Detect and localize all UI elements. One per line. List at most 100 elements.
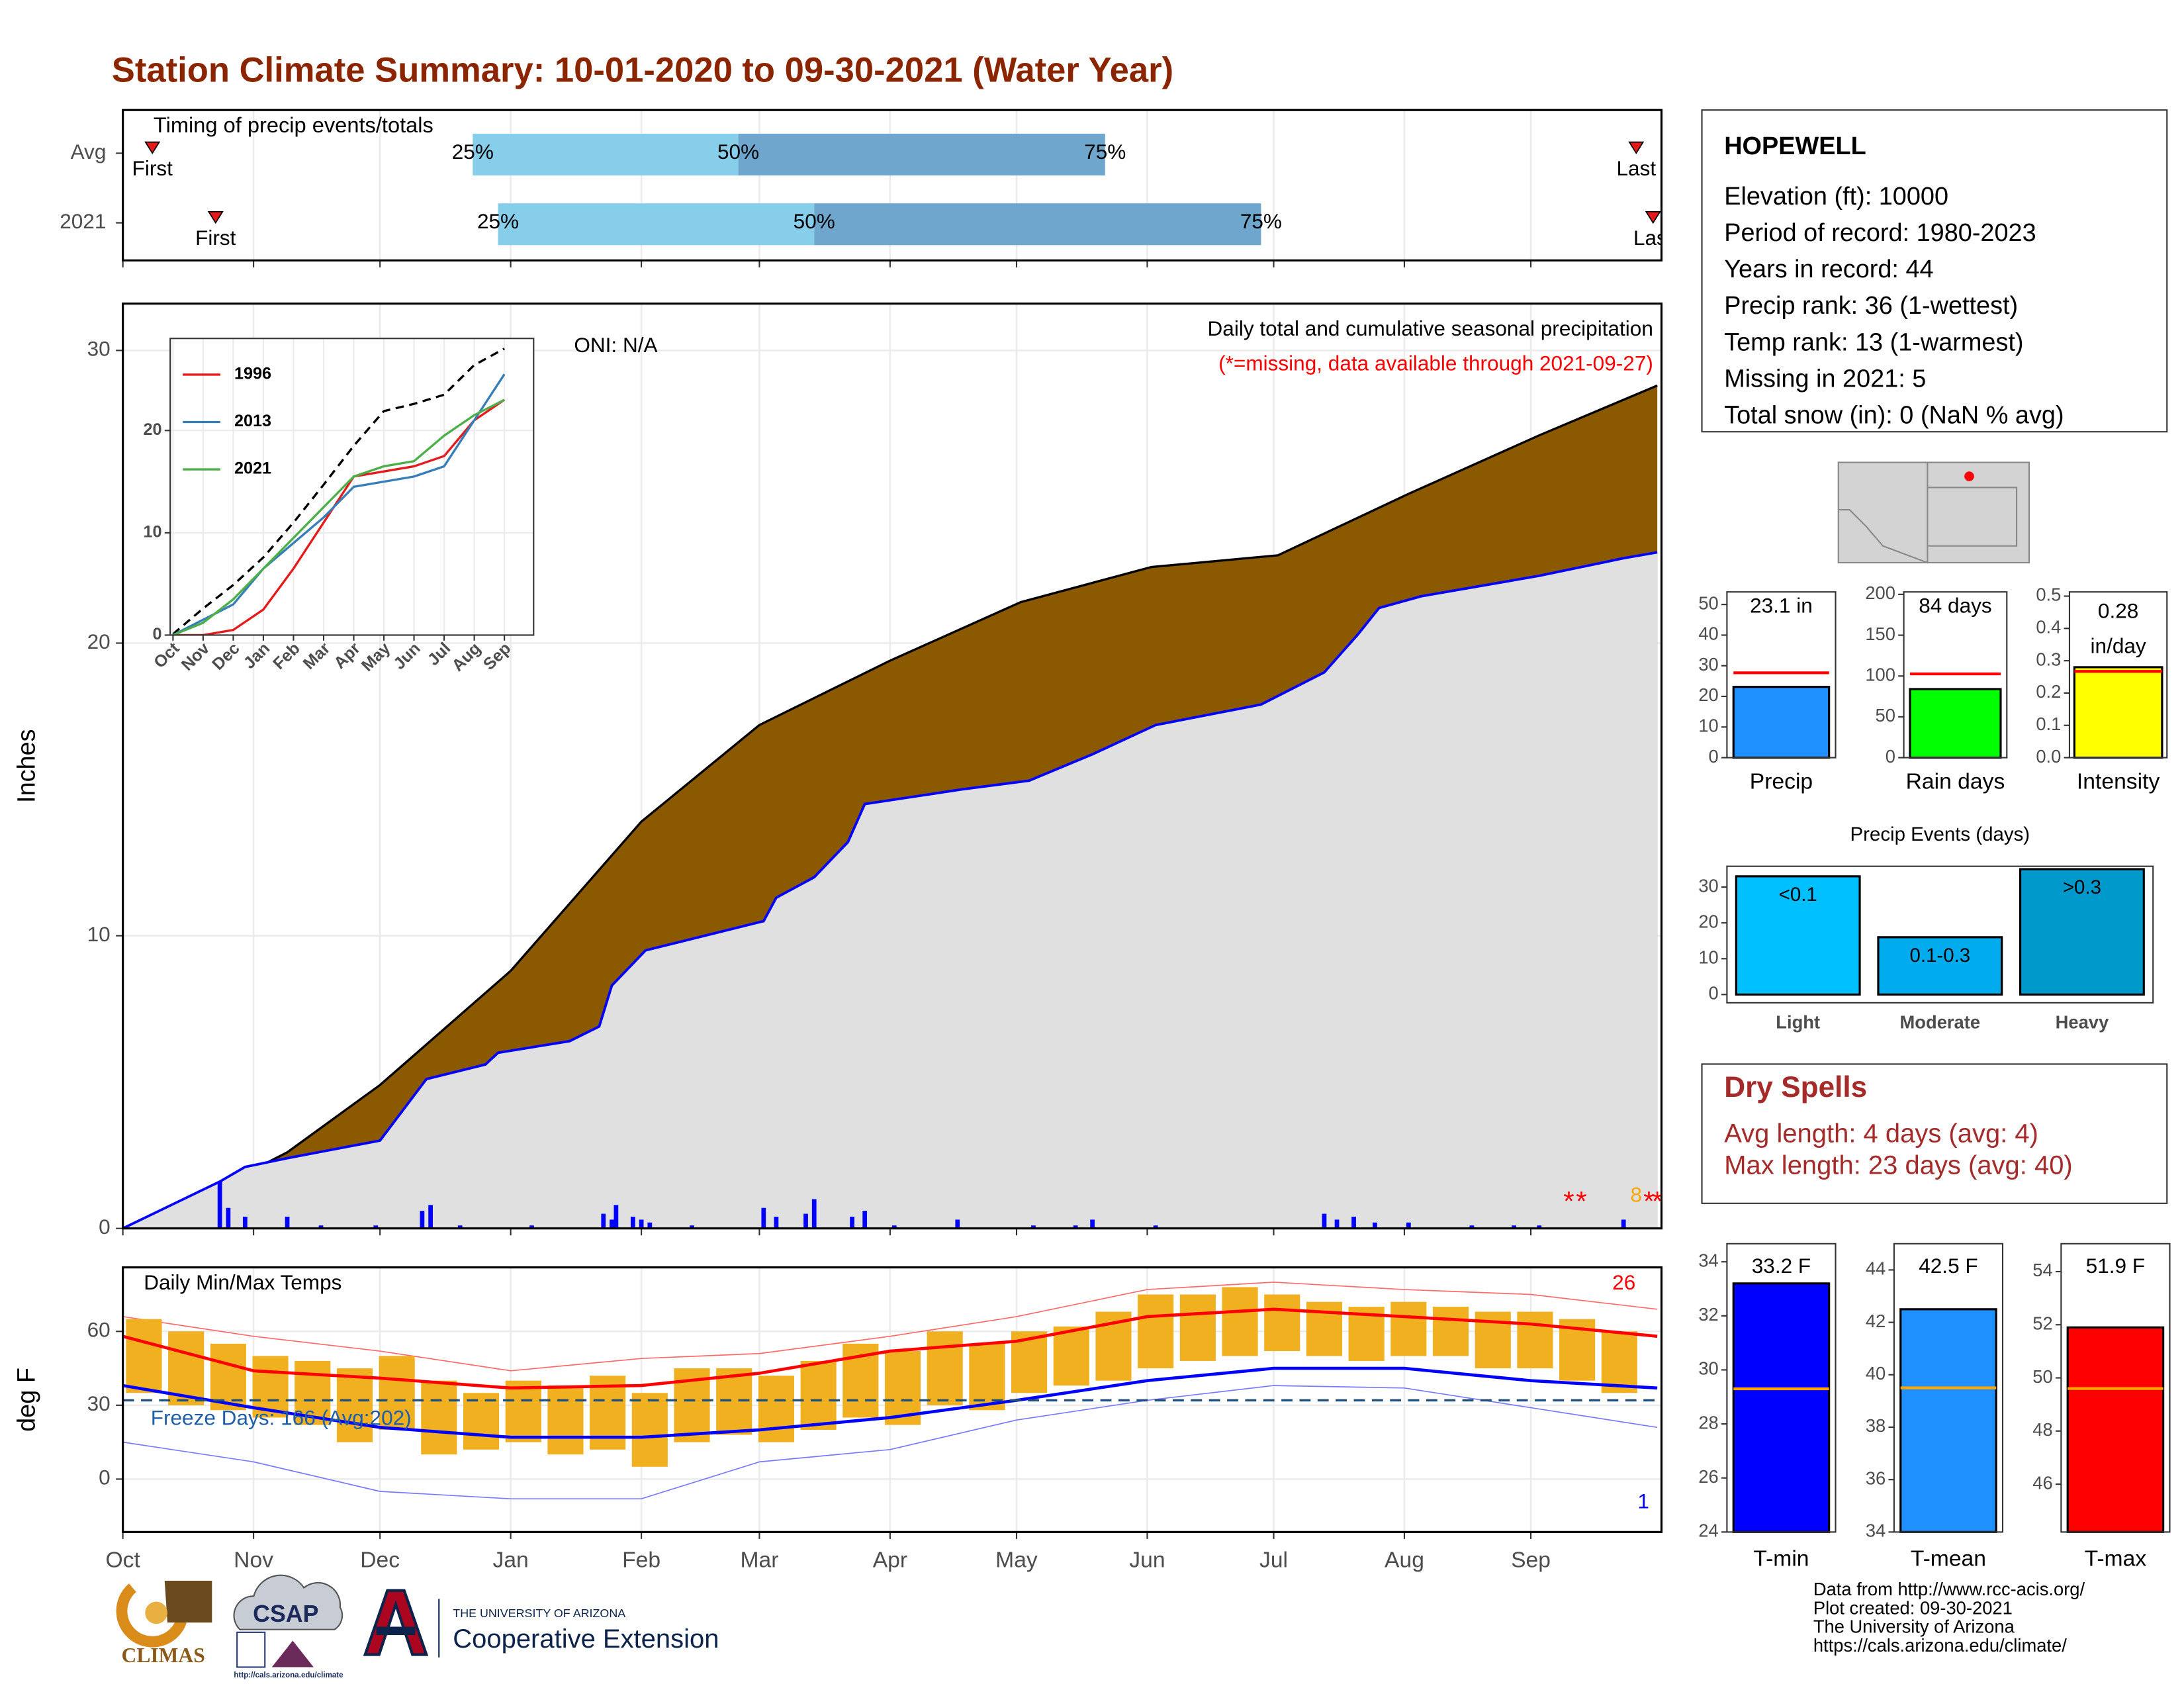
footer-line: The University of Arizona <box>1813 1617 2015 1637</box>
panel-title: Precip Events (days) <box>1850 823 2030 845</box>
x-tick-label: Nov <box>234 1548 273 1572</box>
daily-precip-bar <box>1322 1213 1327 1229</box>
x-tick-label: Apr <box>873 1548 907 1572</box>
category-label: Moderate <box>1900 1012 1981 1033</box>
daily-precip-bar <box>226 1207 231 1229</box>
daily-precip-bar <box>1621 1219 1626 1229</box>
daily-precip-bar <box>1512 1225 1516 1229</box>
temp-title: Daily Min/Max Temps <box>144 1270 341 1294</box>
station-line: Years in record: 44 <box>1724 256 1933 283</box>
series-line <box>172 373 506 635</box>
category-label: T-min <box>1753 1546 1809 1571</box>
x-tick-label: Oct <box>105 1548 140 1572</box>
temp-plot <box>122 1267 1662 1532</box>
station-line: Period of record: 1980-2023 <box>1724 219 2036 247</box>
y-tick-label: 0 <box>1709 746 1719 767</box>
timing-plot: 25% 50% 75% First Last 25% 50% 75% First Last <box>122 110 1662 261</box>
y-tick-label: 46 <box>2032 1472 2052 1493</box>
daily-range-bar <box>716 1368 752 1435</box>
category-label: Heavy <box>2056 1012 2109 1033</box>
y-tick-label: 36 <box>1866 1468 1886 1488</box>
value-label: 33.2 F <box>1752 1254 1811 1278</box>
bar <box>1732 686 1831 759</box>
cumulative-area <box>122 552 1658 1229</box>
y-tick-label: 10 <box>1698 715 1718 735</box>
dry-spells-title: Dry Spells <box>1724 1071 1867 1103</box>
x-tick-label: Dec <box>360 1548 400 1572</box>
plot-frame <box>122 109 1663 262</box>
x-tick-label: May <box>995 1548 1038 1572</box>
daily-precip-bar <box>601 1213 606 1229</box>
value-label: >0.3 <box>2063 876 2101 898</box>
y-tick-label: 0 <box>99 1215 111 1239</box>
daily-precip-bar <box>1334 1219 1340 1229</box>
bar <box>2073 666 2163 759</box>
panel-frame <box>1726 591 1837 759</box>
y-tick-label: 0 <box>1886 746 1895 767</box>
panel-frame <box>2060 1243 2171 1533</box>
daily-precip-bar <box>428 1205 433 1229</box>
y-tick-label: 50 <box>1876 705 1895 726</box>
ua-text: THE UNIVERSITY OF ARIZONA <box>453 1607 625 1620</box>
daily-range-bar <box>126 1319 162 1393</box>
y-tick-label: 0.1 <box>2036 714 2061 734</box>
series-line <box>172 399 505 635</box>
cumulative-line <box>122 551 1658 1229</box>
x-tick-label: Jan <box>493 1548 529 1572</box>
legend-label: 2021 <box>234 459 271 478</box>
y-tick-label: 0 <box>1709 983 1719 1004</box>
event-label: Last <box>1616 156 1656 180</box>
y-tick-label: 50 <box>1698 592 1718 613</box>
timing-bar <box>814 203 1261 246</box>
x-tick-label: Jun <box>1129 1548 1165 1572</box>
daily-precip-bar <box>1469 1225 1475 1229</box>
y-axis-label: deg F <box>13 1368 41 1432</box>
y-tick-label: 44 <box>1866 1258 1886 1279</box>
plot-frame <box>122 1266 1663 1533</box>
daily-range-bar <box>1053 1326 1089 1386</box>
y-tick-label: 30 <box>1698 875 1718 896</box>
y-tick-label: 20 <box>1698 684 1718 705</box>
category-label: Light <box>1776 1012 1820 1033</box>
y-tick-label: 40 <box>1698 624 1718 644</box>
bar <box>2019 868 2145 996</box>
y-tick-label: 54 <box>2032 1260 2052 1280</box>
missing-marker: * <box>1576 1186 1586 1217</box>
daily-precip-bar <box>1153 1225 1158 1229</box>
missing-marker: * <box>1643 1186 1654 1217</box>
x-tick-label: Mar <box>740 1548 778 1572</box>
daily-precip-bar <box>955 1219 960 1229</box>
daily-precip-bar <box>647 1222 653 1229</box>
value-label: 42.5 F <box>1919 1254 1978 1278</box>
daily-precip-bar <box>774 1217 779 1229</box>
quantile-label: 75% <box>1240 209 1282 233</box>
panel-frame <box>2068 591 2168 759</box>
oni-label: ONI: N/A <box>574 333 657 357</box>
y-tick-label: 100 <box>1865 664 1895 684</box>
daily-precip-bar <box>285 1217 290 1229</box>
value-label: 84 days <box>1919 594 1992 618</box>
precip-plot: * * **8 <box>122 303 1662 1229</box>
bar <box>1899 1308 1997 1533</box>
y-tick-label: 0 <box>153 625 162 643</box>
inset-plot <box>170 338 534 635</box>
daily-range-bar <box>800 1360 837 1430</box>
timing-bar <box>473 133 739 176</box>
timing-title: Timing of precip events/totals <box>154 113 433 137</box>
daily-precip-bar <box>630 1217 635 1229</box>
temp-curve <box>122 1385 1658 1499</box>
y-tick-label: 20 <box>143 420 161 439</box>
csap-cloud <box>233 1574 343 1630</box>
y-tick-label: 42 <box>1866 1311 1886 1331</box>
quantile-label: 50% <box>794 209 835 233</box>
daily-range-bar <box>1222 1287 1258 1356</box>
daily-range-bar <box>1390 1301 1427 1356</box>
value-label: 0.28 in/day <box>2091 599 2146 658</box>
category-label: Intensity <box>2077 769 2160 794</box>
daily-precip-bar <box>1073 1225 1078 1229</box>
climas-swirl <box>116 1583 187 1648</box>
daily-precip-bar <box>217 1181 222 1229</box>
panel-frame <box>1893 1243 2004 1533</box>
event-marker <box>207 211 224 224</box>
station-line: Elevation (ft): 10000 <box>1724 183 1948 211</box>
